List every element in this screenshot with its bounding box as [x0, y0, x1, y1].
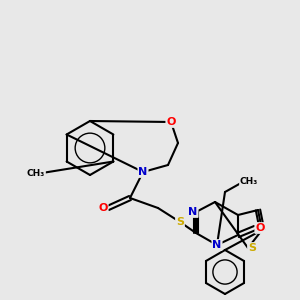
Text: O: O	[166, 117, 176, 127]
Text: N: N	[138, 167, 148, 177]
Text: CH₃: CH₃	[27, 169, 45, 178]
Text: N: N	[212, 240, 222, 250]
Text: S: S	[176, 217, 184, 227]
Text: N: N	[188, 207, 198, 217]
Text: CH₃: CH₃	[240, 176, 258, 185]
Text: O: O	[255, 223, 265, 233]
Text: S: S	[248, 243, 256, 253]
Text: O: O	[98, 203, 108, 213]
